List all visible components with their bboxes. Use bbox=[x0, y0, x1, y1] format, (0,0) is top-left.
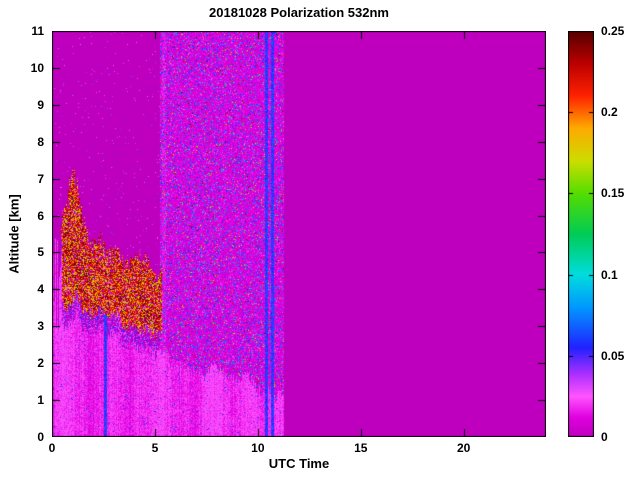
x-tick-label: 10 bbox=[251, 441, 265, 455]
heatmap-canvas bbox=[52, 31, 546, 437]
y-tick-label: 10 bbox=[30, 60, 44, 75]
y-tick-label: 1 bbox=[37, 393, 44, 408]
chart-title: 20181028 Polarization 532nm bbox=[209, 5, 389, 20]
x-tick-label: 5 bbox=[151, 441, 159, 455]
colorbar-tick-label: 0 bbox=[601, 430, 608, 444]
colorbar bbox=[568, 31, 594, 437]
colorbar-tick-label: 0.2 bbox=[601, 105, 618, 120]
y-tick-label: 5 bbox=[37, 245, 44, 260]
y-tick-label: 8 bbox=[37, 134, 44, 149]
y-tick-label: 4 bbox=[37, 282, 44, 297]
x-tick-label: 0 bbox=[48, 441, 56, 455]
colorbar-tick-label: 0.1 bbox=[601, 267, 618, 282]
colorbar-tick-label: 0.15 bbox=[601, 186, 625, 201]
y-axis-label: Altitude [km] bbox=[6, 194, 22, 274]
y-tick-label: 7 bbox=[37, 171, 44, 186]
y-tick-label: 9 bbox=[37, 97, 44, 112]
x-tick-label: 20 bbox=[456, 441, 471, 455]
y-tick-label: 3 bbox=[37, 319, 44, 334]
x-axis-label: UTC Time bbox=[268, 456, 330, 471]
colorbar-tick-label: 0.25 bbox=[601, 24, 625, 38]
y-tick-label: 6 bbox=[37, 208, 44, 223]
colorbar-tick-label: 0.05 bbox=[601, 348, 625, 363]
y-tick-label: 2 bbox=[37, 356, 44, 371]
x-tick-label: 15 bbox=[354, 441, 368, 455]
y-tick-label: 0 bbox=[37, 430, 44, 444]
y-tick-label: 11 bbox=[31, 24, 44, 38]
